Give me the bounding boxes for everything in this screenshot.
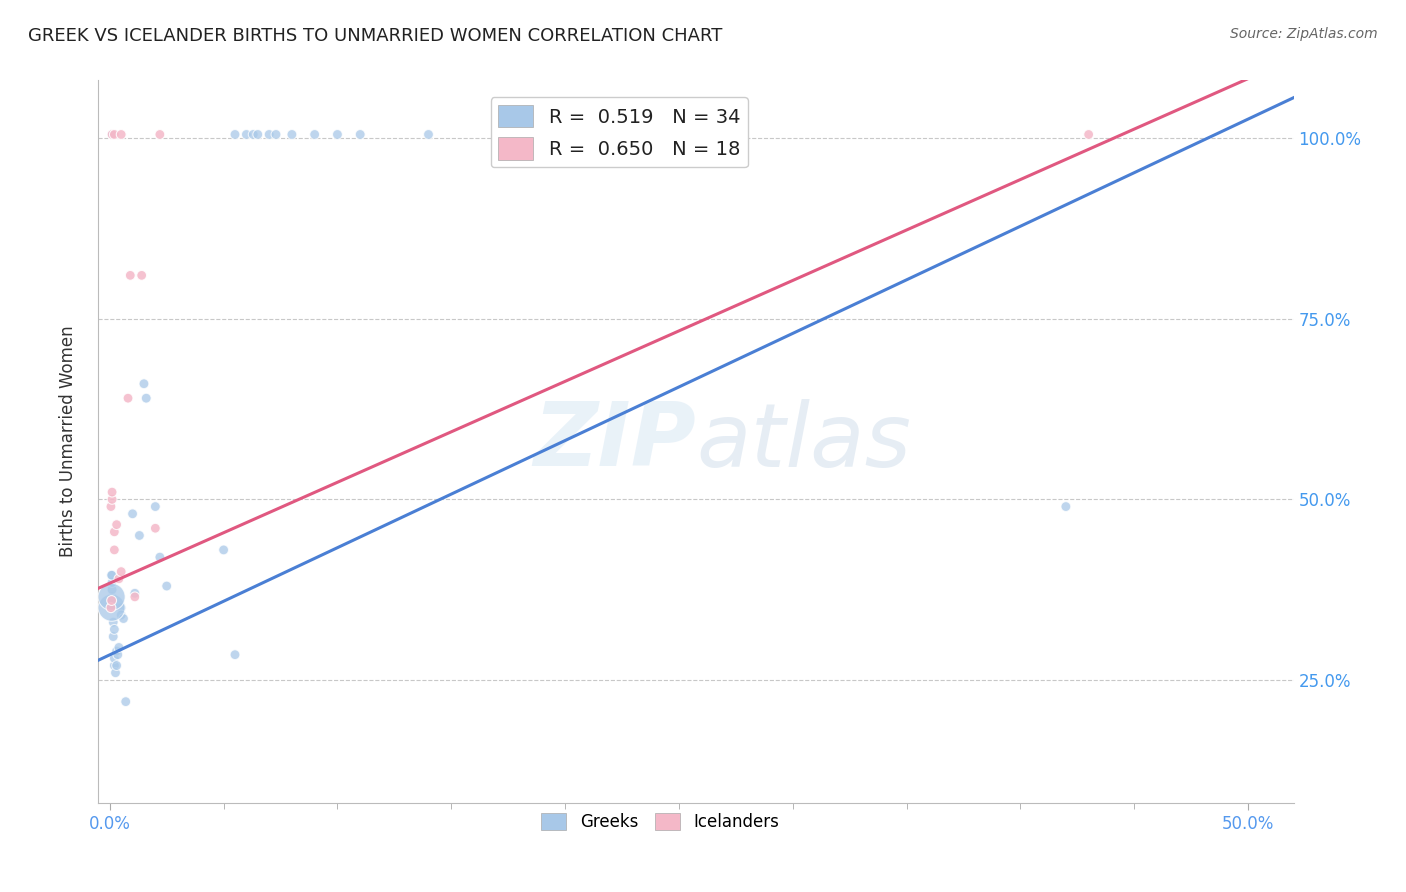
Point [105,644,128,658]
Point [128,528,150,542]
Point [103,128,125,142]
Point [101,128,124,142]
Point [242,128,264,142]
Point [1077,128,1099,142]
Point [131,268,153,283]
Point [326,128,349,142]
Point [264,128,287,142]
Point [224,648,246,662]
Point [110,607,132,622]
Point [103,524,125,539]
Point [103,658,125,673]
Point [304,128,326,142]
Point [257,128,280,142]
Point [554,128,576,142]
Point [281,128,304,142]
Point [224,128,246,142]
Point [212,542,235,557]
Text: Source: ZipAtlas.com: Source: ZipAtlas.com [1230,27,1378,41]
Point [124,586,146,600]
Point [105,517,128,532]
Point [1054,500,1077,514]
Text: atlas: atlas [696,399,911,484]
Point [103,623,125,637]
Y-axis label: Births to Unmarried Women: Births to Unmarried Women [59,326,77,558]
Point [103,615,125,630]
Point [100,590,122,604]
Point [156,579,179,593]
Point [124,590,146,604]
Point [349,128,371,142]
Point [143,521,166,535]
Point [110,128,132,142]
Point [132,376,155,391]
Point [149,128,172,142]
Point [101,597,124,611]
Point [100,600,122,615]
Point [143,500,166,514]
Point [101,568,124,582]
Point [101,492,124,507]
Point [520,128,543,142]
Point [103,542,125,557]
Text: ZIP: ZIP [533,398,696,485]
Point [104,665,127,680]
Point [235,128,257,142]
Point [120,268,142,283]
Point [485,128,508,142]
Point [105,658,128,673]
Point [112,611,135,625]
Legend: Greeks, Icelanders: Greeks, Icelanders [534,806,786,838]
Point [121,507,143,521]
Point [108,572,131,586]
Point [107,648,129,662]
Point [101,485,124,500]
Point [418,128,440,142]
Point [101,128,124,142]
Point [100,500,122,514]
Point [110,565,132,579]
Point [103,630,125,644]
Point [117,391,139,405]
Point [108,640,131,655]
Point [101,582,124,597]
Text: GREEK VS ICELANDER BIRTHS TO UNMARRIED WOMEN CORRELATION CHART: GREEK VS ICELANDER BIRTHS TO UNMARRIED W… [28,27,723,45]
Point [100,593,122,607]
Point [103,651,125,665]
Point [100,600,122,615]
Point [101,575,124,590]
Point [149,550,172,565]
Point [135,391,157,405]
Point [101,590,124,604]
Point [100,568,122,582]
Point [110,600,132,615]
Point [246,128,269,142]
Point [114,695,136,709]
